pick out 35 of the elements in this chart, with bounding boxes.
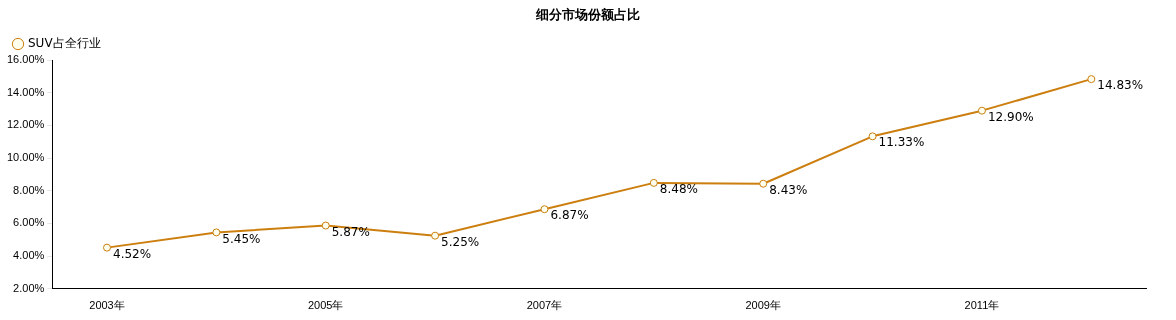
x-tick-label: 2011年 [964, 299, 1000, 312]
y-tick-label: 12.00% [7, 118, 45, 131]
y-tick-label: 6.00% [13, 216, 45, 229]
data-label: 5.25% [441, 234, 480, 249]
data-label: 5.45% [222, 231, 261, 246]
y-tick-label: 14.00% [7, 85, 45, 98]
x-tick-label: 2009年 [745, 299, 781, 312]
point [431, 231, 440, 240]
y-tick-label: 16.00% [7, 53, 45, 66]
chart-title: 细分市场份额占比 [535, 6, 641, 24]
point [212, 228, 221, 237]
data-label: 6.87% [550, 208, 589, 223]
data-label: 8.43% [769, 182, 808, 197]
data-label: 12.90% [987, 109, 1034, 124]
point [649, 178, 658, 187]
point [540, 205, 549, 214]
point [321, 221, 330, 230]
x-tick-label: 2003年 [89, 299, 125, 312]
point [977, 106, 986, 115]
data-label: 4.52% [112, 246, 152, 261]
y-tick-label: 8.00% [13, 183, 45, 196]
point [759, 179, 768, 188]
data-label: 8.48% [659, 182, 698, 197]
point [102, 243, 111, 252]
point [1087, 75, 1096, 84]
data-label: 11.33% [878, 135, 925, 150]
legend-label: SUV占全行业 [28, 36, 101, 51]
point [868, 132, 877, 141]
y-tick-label: 10.00% [7, 151, 45, 164]
y-tick-label: 2.00% [13, 281, 45, 294]
y-tick-label: 4.00% [13, 249, 45, 262]
x-tick-label: 2005年 [307, 299, 344, 312]
data-label: 14.83% [1097, 78, 1144, 93]
data-label: 5.87% [331, 224, 370, 239]
x-tick-label: 2007年 [526, 299, 563, 312]
